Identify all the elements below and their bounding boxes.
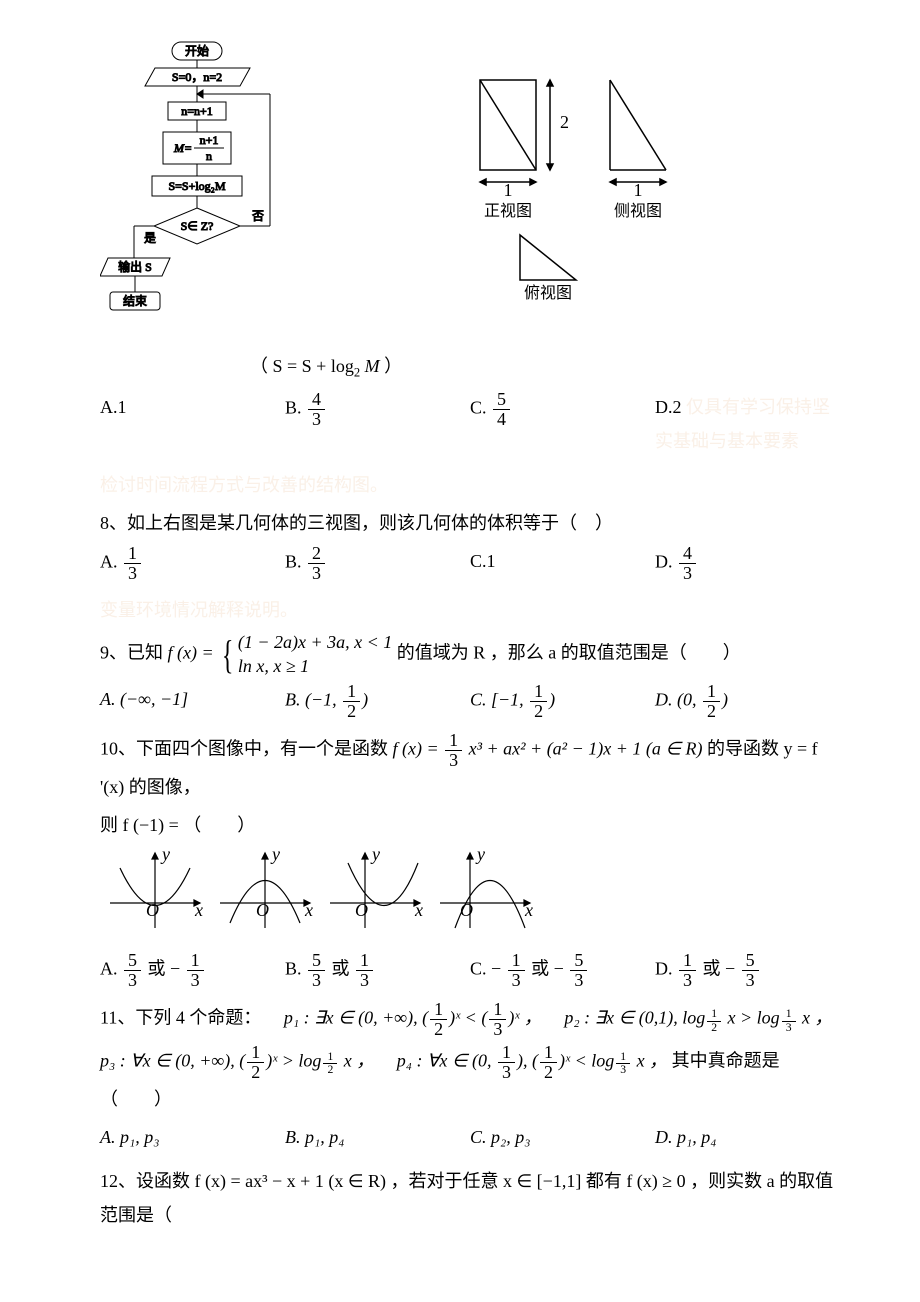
svg-text:x: x bbox=[414, 900, 423, 920]
q11-opt-a: A. p₁, p₃ bbox=[100, 1120, 285, 1154]
svg-text:否: 否 bbox=[252, 209, 264, 223]
q9-options: A. (−∞, −1] B. (−1, 12) C. [−1, 12) D. (… bbox=[100, 682, 840, 721]
svg-text:1: 1 bbox=[634, 180, 643, 200]
ghost-line-2: 变量环境情况解释说明。 bbox=[100, 593, 840, 627]
svg-text:y: y bbox=[160, 848, 170, 864]
svg-text:1: 1 bbox=[504, 180, 513, 200]
q8-opt-c: C.1 bbox=[470, 544, 655, 583]
q8-opt-d: D. 43 bbox=[655, 544, 840, 583]
q10-opt-a: A. 53 或 − 13 bbox=[100, 951, 285, 990]
fc-inc: n=n+1 bbox=[181, 104, 213, 118]
q10-stem2: 则 f (−1) = （ ） bbox=[100, 808, 840, 842]
svg-text:y: y bbox=[370, 848, 380, 864]
q8-opt-b: B. 23 bbox=[285, 544, 470, 583]
svg-text:O: O bbox=[146, 900, 159, 920]
side-label: 侧视图 bbox=[614, 202, 662, 220]
q7-opt-b: B. 43 bbox=[285, 390, 470, 458]
q7-formula-line: （ S = S + log2 M ） bbox=[100, 349, 840, 386]
q9-opt-c: C. [−1, 12) bbox=[470, 682, 655, 721]
three-view-svg: 1 2 1 正视图 侧视图 俯视图 bbox=[460, 70, 710, 300]
q9-opt-d: D. (0, 12) bbox=[655, 682, 840, 721]
svg-text:是: 是 bbox=[144, 231, 156, 245]
q9-opt-a: A. (−∞, −1] bbox=[100, 682, 285, 721]
q9-stem: 9、已知 f (x) = { (1 − 2a)x + 3a, x < 1 ln … bbox=[100, 631, 840, 678]
q11-opt-b: B. p₁, p₄ bbox=[285, 1120, 470, 1154]
q8-options: A. 13 B. 23 C.1 D. 43 bbox=[100, 544, 840, 583]
svg-text:x: x bbox=[524, 900, 533, 920]
fc-update: S=S+log₂M bbox=[168, 179, 225, 193]
q7-opt-c: C. 54 bbox=[470, 390, 655, 458]
q11-options: A. p₁, p₃ B. p₁, p₄ C. p₂, p₃ D. p₁, p₄ bbox=[100, 1120, 840, 1154]
three-view: 1 2 1 正视图 侧视图 俯视图 bbox=[460, 70, 710, 311]
front-label: 正视图 bbox=[484, 202, 532, 220]
svg-text:y: y bbox=[270, 848, 280, 864]
ghost-line-1: 检讨时间流程方式与改善的结构图。 bbox=[100, 468, 840, 502]
q10-opt-c: C. − 13 或 − 53 bbox=[470, 951, 655, 990]
svg-text:x: x bbox=[304, 900, 313, 920]
svg-text:n+1: n+1 bbox=[200, 133, 219, 147]
q10-opt-b: B. 53 或 13 bbox=[285, 951, 470, 990]
q11-opt-d: D. p₁, p₄ bbox=[655, 1120, 840, 1154]
q12-stem: 12、设函数 f (x) = ax³ − x + 1 (x ∈ R) ，若对于任… bbox=[100, 1164, 840, 1232]
q10-plots: x y O x y O x y O x y O bbox=[100, 848, 840, 949]
top-figures: 开始 S=0，n=2 n=n+1 M= n+1 n S=S+log₂M bbox=[100, 40, 840, 341]
q10-opt-d: D. 13 或 − 53 bbox=[655, 951, 840, 990]
svg-text:x: x bbox=[194, 900, 203, 920]
svg-text:y: y bbox=[475, 848, 485, 864]
q10-stem: 10、下面四个图像中，有一个是函数 f (x) = 13 x³ + ax² + … bbox=[100, 731, 840, 804]
svg-text:O: O bbox=[460, 900, 473, 920]
svg-text:M=: M= bbox=[173, 141, 192, 155]
fc-output: 输出 S bbox=[118, 259, 152, 274]
q10-options: A. 53 或 − 13 B. 53 或 13 C. − 13 或 − 53 D… bbox=[100, 951, 840, 990]
svg-text:2: 2 bbox=[560, 112, 569, 132]
q11-line1: 11、下列 4 个命题： p₁ : ∃x ∈ (0, +∞), (12)ˣ < … bbox=[100, 1000, 840, 1039]
q8-stem: 8、如上右图是某几何体的三视图，则该几何体的体积等于（ ） bbox=[100, 506, 840, 540]
q11-opt-c: C. p₂, p₃ bbox=[470, 1120, 655, 1154]
q11-line2: p₃ : ∀x ∈ (0, +∞), (12)ˣ > log12 x ， p₄ … bbox=[100, 1043, 840, 1116]
q8-opt-a: A. 13 bbox=[100, 544, 285, 583]
svg-text:O: O bbox=[256, 900, 269, 920]
q7-opt-a: A.1 bbox=[100, 390, 285, 458]
flowchart-svg: 开始 S=0，n=2 n=n+1 M= n+1 n S=S+log₂M bbox=[100, 40, 310, 330]
q9-opt-b: B. (−1, 12) bbox=[285, 682, 470, 721]
fc-init: S=0，n=2 bbox=[172, 70, 222, 84]
q7-opt-d: D.2 仅具有学习保持坚实基础与基本要素 bbox=[655, 390, 840, 458]
q7-options: A.1 B. 43 C. 54 D.2 仅具有学习保持坚实基础与基本要素 bbox=[100, 390, 840, 458]
fc-start: 开始 bbox=[185, 44, 209, 58]
flowchart: 开始 S=0，n=2 n=n+1 M= n+1 n S=S+log₂M bbox=[100, 40, 310, 341]
top-label: 俯视图 bbox=[524, 284, 572, 300]
svg-text:O: O bbox=[355, 900, 368, 920]
fc-end: 结束 bbox=[123, 294, 147, 308]
fc-cond: S∈ Z? bbox=[181, 219, 214, 233]
svg-text:n: n bbox=[206, 149, 212, 163]
q10-plots-svg: x y O x y O x y O x y O bbox=[100, 848, 560, 938]
